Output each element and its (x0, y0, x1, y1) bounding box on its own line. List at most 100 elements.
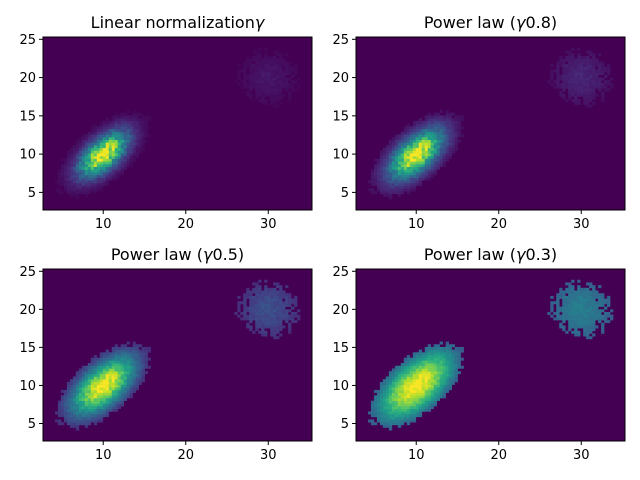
heatmap-cell (240, 317, 244, 321)
heatmap-cell (141, 355, 145, 358)
heatmap-cell (421, 381, 426, 385)
heatmap-cell (388, 389, 393, 393)
heatmap-cell (439, 109, 443, 113)
heatmap-cell (373, 422, 378, 426)
heatmap-cell (117, 395, 122, 399)
heatmap-cell (78, 172, 83, 176)
heatmap-cell (445, 128, 449, 132)
heatmap-cell (379, 387, 384, 391)
heatmap-cell (264, 64, 268, 68)
heatmap-cell (397, 177, 402, 181)
heatmap-cell (72, 191, 77, 195)
heatmap-cell (409, 142, 414, 146)
heatmap-cell (120, 153, 124, 157)
heatmap-cell (403, 188, 408, 192)
heatmap-cell (427, 126, 432, 130)
heatmap-cell (90, 365, 95, 369)
heatmap-cell (84, 182, 89, 186)
heatmap-cell (427, 373, 432, 377)
heatmap-cell (84, 155, 89, 159)
heatmap-cell (391, 406, 396, 410)
heatmap-cell (99, 411, 104, 415)
heatmap-cell (568, 69, 572, 73)
heatmap-cell (255, 325, 259, 329)
heatmap-cell (397, 172, 402, 176)
heatmap-cell (394, 416, 399, 420)
heatmap-cell (550, 295, 554, 299)
heatmap-cell (394, 177, 399, 181)
heatmap-cell (144, 123, 148, 127)
heatmap-cell (99, 161, 104, 165)
heatmap-cell (117, 398, 122, 401)
heatmap-cell (406, 400, 411, 404)
heatmap-cell (105, 128, 110, 132)
heatmap-cell (562, 325, 566, 329)
heatmap-cell (117, 400, 122, 404)
axes-frame (355, 268, 626, 442)
heatmap-cell (460, 349, 464, 353)
heatmap-cell (81, 161, 86, 165)
heatmap-cell (574, 314, 578, 318)
heatmap-cell (78, 368, 83, 372)
heatmap-cell (264, 58, 268, 62)
heatmap-cell (439, 365, 443, 369)
heatmap-cell (418, 166, 423, 170)
heatmap-cell (135, 112, 139, 116)
heatmap-cell (424, 142, 429, 146)
heatmap-cell (451, 379, 455, 383)
heatmap-cell (409, 134, 414, 138)
heatmap-cell (433, 371, 437, 375)
heatmap-cell (120, 161, 124, 165)
heatmap-cell (129, 145, 133, 149)
heatmap-cell (249, 314, 253, 318)
heatmap-cell (583, 69, 587, 73)
heatmap-cell (568, 72, 572, 76)
heatmap-cell (270, 295, 274, 299)
heatmap-cell (586, 325, 590, 329)
heatmap-cell (72, 182, 77, 186)
heatmap-cell (391, 379, 396, 383)
heatmap-cell (276, 293, 280, 297)
heatmap-cell (99, 164, 104, 168)
heatmap-cell (270, 325, 274, 329)
heatmap-cell (376, 161, 381, 165)
heatmap-cell (141, 137, 145, 141)
heatmap-cell (126, 371, 130, 375)
heatmap-cell (586, 96, 590, 100)
heatmap-cell (120, 155, 124, 159)
heatmap-cell (409, 182, 414, 186)
heatmap-cell (270, 333, 274, 337)
heatmap-cell (93, 123, 98, 127)
heatmap-cell (78, 158, 83, 162)
heatmap-cell (249, 312, 253, 315)
heatmap-cell (75, 411, 80, 415)
heatmap-cell (108, 352, 113, 356)
heatmap-cell (598, 303, 602, 307)
heatmap-cell (589, 85, 593, 89)
heatmap-cell (90, 416, 95, 420)
heatmap-cell (574, 301, 578, 305)
heatmap-cell (273, 295, 277, 299)
heatmap-cell (403, 360, 408, 364)
heatmap-cell (255, 80, 259, 84)
heatmap-cell (135, 384, 139, 388)
heatmap-cell (108, 134, 113, 138)
heatmap-cell (270, 290, 274, 294)
heatmap-cell (574, 96, 578, 100)
heatmap-cell (394, 403, 399, 407)
heatmap-cell (379, 185, 384, 189)
heatmap-cell (571, 322, 575, 326)
heatmap-cell (261, 298, 265, 302)
heatmap-cell (439, 392, 443, 396)
heatmap-cell (595, 85, 599, 89)
heatmap-cell (255, 85, 259, 89)
heatmap-cell (255, 61, 259, 65)
heatmap-cell (69, 381, 74, 385)
heatmap-cell (415, 169, 420, 173)
heatmap-cell (126, 131, 130, 135)
heatmap-cell (451, 357, 455, 361)
heatmap-cell (69, 414, 74, 418)
heatmap-cell (264, 295, 268, 299)
heatmap-cell (90, 147, 95, 151)
heatmap-cell (370, 406, 375, 410)
